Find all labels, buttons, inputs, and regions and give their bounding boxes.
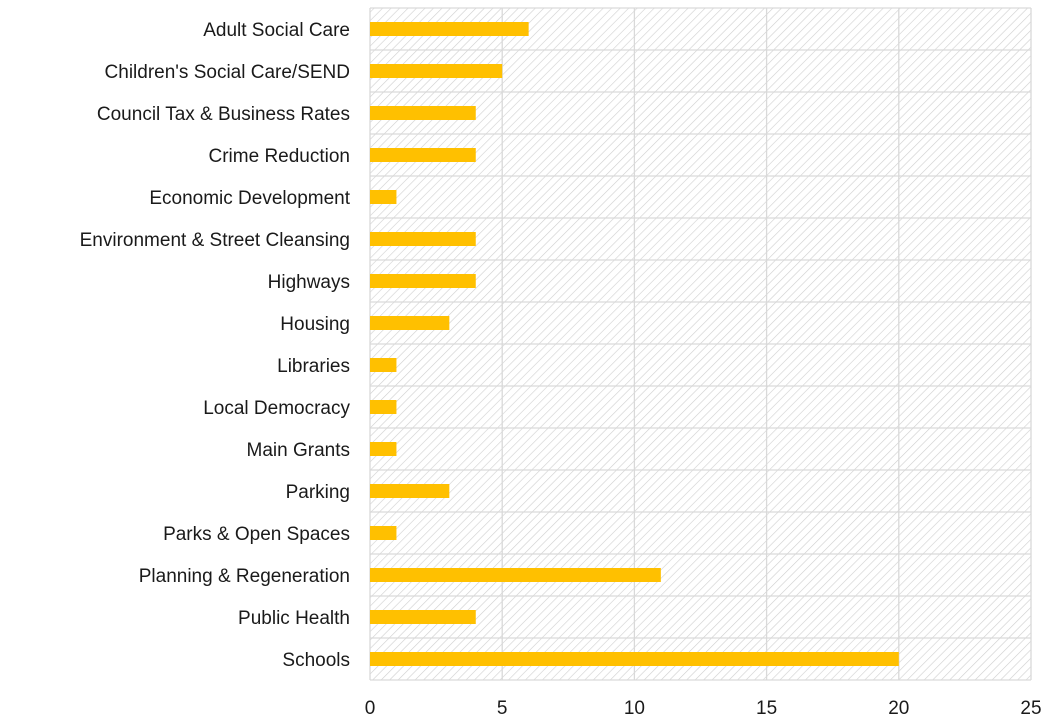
bar (370, 358, 397, 372)
category-label: Economic Development (149, 188, 350, 209)
category-label: Schools (282, 650, 350, 671)
category-label: Highways (268, 272, 350, 293)
bar (370, 274, 476, 288)
category-labels: Adult Social Care Children's Social Care/… (80, 20, 351, 671)
category-label: Parking (286, 482, 350, 503)
x-tick-labels: 0 5 10 15 20 25 (365, 698, 1042, 719)
x-tick-label: 20 (888, 698, 909, 719)
bar (370, 148, 476, 162)
bar (370, 400, 397, 414)
x-tick-label: 5 (497, 698, 508, 719)
x-tick-label: 0 (365, 698, 376, 719)
category-label: Main Grants (247, 440, 350, 461)
category-label: Adult Social Care (203, 20, 350, 41)
bar (370, 64, 503, 78)
category-label: Children's Social Care/SEND (105, 62, 350, 83)
category-label: Crime Reduction (209, 146, 351, 167)
bar (370, 190, 397, 204)
bar (370, 22, 529, 36)
category-label: Public Health (238, 608, 350, 629)
bar (370, 610, 476, 624)
bar (370, 442, 397, 456)
bar (370, 232, 476, 246)
category-label: Housing (280, 314, 350, 335)
bar (370, 652, 899, 666)
bar (370, 106, 476, 120)
bar (370, 568, 661, 582)
bar (370, 316, 450, 330)
x-tick-label: 25 (1020, 698, 1041, 719)
category-label: Environment & Street Cleansing (80, 230, 350, 251)
category-label: Local Democracy (203, 398, 350, 419)
bar (370, 526, 397, 540)
bar (370, 484, 450, 498)
category-label: Parks & Open Spaces (163, 524, 350, 545)
x-tick-label: 10 (624, 698, 645, 719)
category-label: Libraries (277, 356, 350, 377)
bars (370, 22, 899, 666)
category-label: Council Tax & Business Rates (97, 104, 350, 125)
x-tick-label: 15 (756, 698, 777, 719)
category-label: Planning & Regeneration (139, 566, 350, 587)
